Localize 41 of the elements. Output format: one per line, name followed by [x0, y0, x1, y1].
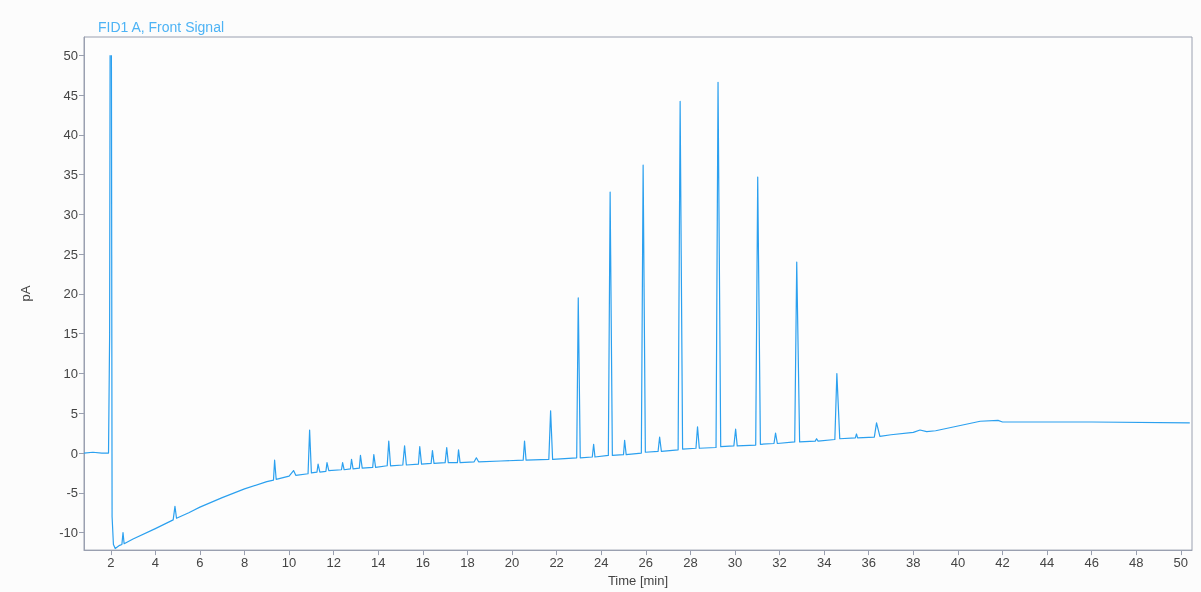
- x-tick-label: 24: [593, 555, 609, 571]
- y-tick-label: 50: [63, 47, 78, 63]
- x-tick-label: 14: [371, 555, 386, 571]
- x-tick-label: 6: [196, 555, 204, 571]
- x-tick-label: 8: [240, 555, 249, 571]
- x-tick-label: 32: [772, 555, 787, 571]
- y-tick-label: 25: [63, 246, 78, 262]
- x-tick-label: 40: [950, 555, 966, 571]
- y-tick-label: 30: [63, 206, 78, 222]
- x-tick-label: 12: [326, 555, 341, 571]
- x-tick-label: 46: [1084, 555, 1099, 571]
- y-axis-title: pA: [18, 285, 33, 302]
- y-tick-label: 5: [70, 405, 78, 421]
- chart-title: FID1 A, Front Signal: [98, 19, 225, 35]
- x-tick-label: 16: [415, 555, 431, 571]
- x-tick-label: 44: [1039, 555, 1055, 571]
- x-tick-label: 22: [549, 555, 564, 571]
- y-tick-label: 35: [63, 167, 78, 183]
- x-tick-label: 4: [151, 555, 159, 571]
- x-tick-label: 28: [683, 555, 698, 571]
- x-tick-label: 48: [1129, 555, 1144, 571]
- x-tick-label: 36: [861, 555, 876, 571]
- x-axis-title: Time [min]: [607, 573, 669, 588]
- x-tick-label: 10: [281, 555, 297, 571]
- y-tick-label: 20: [63, 286, 78, 302]
- y-tick-label: -5: [66, 485, 78, 501]
- x-tick-label: 26: [638, 555, 654, 571]
- x-tick-label: 2: [107, 555, 115, 571]
- y-tick-label: 40: [63, 127, 78, 143]
- x-tick-label: 18: [460, 555, 475, 571]
- x-tick-label: 30: [727, 555, 743, 571]
- y-tick-label: 45: [63, 87, 78, 103]
- y-tick-label: 15: [63, 326, 78, 342]
- x-tick-label: 34: [816, 555, 832, 571]
- y-tick-label: -10: [59, 525, 78, 541]
- x-tick-label: 50: [1173, 555, 1189, 571]
- x-tick-label: 42: [995, 555, 1010, 571]
- x-tick-label: 38: [906, 555, 921, 571]
- x-tick-label: 20: [504, 555, 520, 571]
- y-tick-label: 10: [63, 366, 78, 381]
- y-tick-label: 0: [70, 445, 78, 461]
